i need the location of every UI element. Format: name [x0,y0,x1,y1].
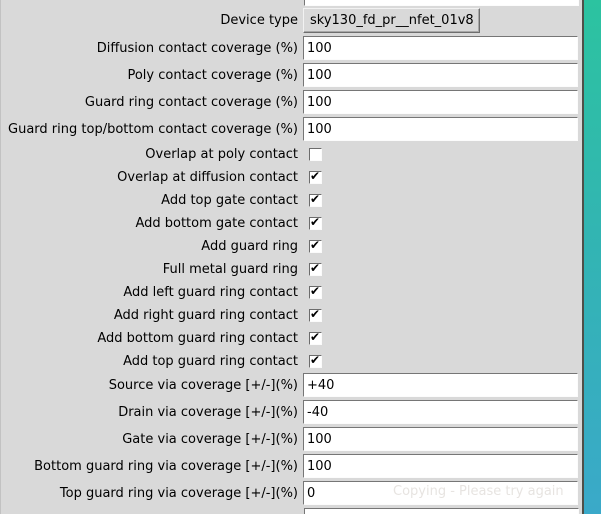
overlap-at-poly-contact-label: Overlap at poly contact [145,147,298,162]
add-bottom-guard-ring-contact-checkbox[interactable] [309,330,322,345]
guard-ring-contact-coverage-row: Guard ring contact coverage (%) [1,90,582,114]
diffusion-contact-coverage-input[interactable] [303,36,578,60]
guard-ring-contact-coverage-input[interactable] [303,90,578,114]
top-guard-ring-via-coverage-label: Top guard ring via coverage [+/-](%) [59,485,298,501]
add-top-gate-contact-label: Add top gate contact [161,193,298,208]
bottom-guard-ring-via-coverage-input[interactable] [303,454,578,478]
source-via-coverage-input[interactable] [303,373,578,397]
device-type-label: Device type [220,13,298,28]
add-top-gate-contact-row: Add top gate contact [1,189,582,212]
guard-ring-topbottom-contact-coverage-input[interactable] [303,117,578,141]
add-bottom-guard-ring-contact-label: Add bottom guard ring contact [97,331,298,346]
desktop-background-strip [582,0,601,514]
add-left-guard-ring-contact-label: Add left guard ring contact [123,285,298,300]
overlap-at-poly-contact-row: Overlap at poly contact [1,143,582,166]
diffusion-contact-coverage-row: Diffusion contact coverage (%) [1,36,582,60]
add-bottom-guard-ring-contact-row: Add bottom guard ring contact [1,327,582,350]
bottom-guard-ring-via-coverage-label: Bottom guard ring via coverage [+/-](%) [34,458,298,474]
overlap-at-diffusion-contact-row: Overlap at diffusion contact [1,166,582,189]
overlap-at-diffusion-contact-label: Overlap at diffusion contact [117,170,298,185]
drain-via-coverage-input[interactable] [303,400,578,424]
gate-via-coverage-row: Gate via coverage [+/-](%) [1,427,582,451]
window-left-border [0,0,1,514]
full-metal-guard-ring-checkbox[interactable] [309,261,322,276]
top-guard-ring-via-coverage-row: Top guard ring via coverage [+/-](%) [1,481,582,505]
guard-ring-topbottom-contact-coverage-row: Guard ring top/bottom contact coverage (… [1,117,582,141]
gate-via-coverage-input[interactable] [303,427,578,451]
add-right-guard-ring-contact-checkbox[interactable] [309,307,322,322]
guard-ring-contact-coverage-label: Guard ring contact coverage (%) [84,94,298,110]
diffusion-contact-coverage-label: Diffusion contact coverage (%) [96,40,298,56]
overlap-at-diffusion-contact-checkbox[interactable] [309,169,322,184]
poly-contact-coverage-label: Poly contact coverage (%) [127,67,298,83]
add-guard-ring-row: Add guard ring [1,235,582,258]
gate-via-coverage-label: Gate via coverage [+/-](%) [122,431,298,447]
source-via-coverage-row: Source via coverage [+/-](%) [1,373,582,397]
add-left-guard-ring-contact-row: Add left guard ring contact [1,281,582,304]
add-guard-ring-label: Add guard ring [201,239,298,254]
full-metal-guard-ring-label: Full metal guard ring [162,262,298,277]
poly-contact-coverage-row: Poly contact coverage (%) [1,63,582,87]
add-guard-ring-checkbox[interactable] [309,238,322,253]
top-guard-ring-via-coverage-input[interactable] [303,481,578,505]
add-top-guard-ring-contact-checkbox[interactable] [309,353,322,368]
partial-entry-bottom[interactable] [304,508,579,514]
device-type-menubutton[interactable]: sky130_fd_pr__nfet_01v8 [303,8,480,33]
full-metal-guard-ring-row: Full metal guard ring [1,258,582,281]
add-right-guard-ring-contact-row: Add right guard ring contact [1,304,582,327]
source-via-coverage-label: Source via coverage [+/-](%) [108,377,298,393]
poly-contact-coverage-input[interactable] [303,63,578,87]
add-bottom-gate-contact-label: Add bottom gate contact [135,216,298,231]
drain-via-coverage-label: Drain via coverage [+/-](%) [118,404,298,420]
overlap-at-poly-contact-checkbox[interactable] [309,148,322,161]
add-bottom-gate-contact-row: Add bottom gate contact [1,212,582,235]
device-type-row: Device type sky130_fd_pr__nfet_01v8 [1,8,582,33]
partial-entry-top[interactable] [304,0,579,6]
add-left-guard-ring-contact-checkbox[interactable] [309,284,322,299]
add-top-guard-ring-contact-label: Add top guard ring contact [123,354,298,369]
add-right-guard-ring-contact-label: Add right guard ring contact [113,308,298,323]
bottom-guard-ring-via-coverage-row: Bottom guard ring via coverage [+/-](%) [1,454,582,478]
drain-via-coverage-row: Drain via coverage [+/-](%) [1,400,582,424]
add-top-gate-contact-checkbox[interactable] [309,192,322,207]
add-top-guard-ring-contact-row: Add top guard ring contact [1,350,582,373]
guard-ring-topbottom-contact-coverage-label: Guard ring top/bottom contact coverage (… [8,121,298,137]
add-bottom-gate-contact-checkbox[interactable] [309,215,322,230]
